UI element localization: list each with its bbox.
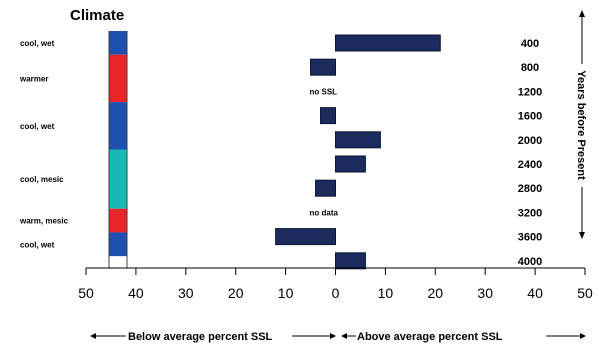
year-label: 3600 <box>518 232 542 244</box>
data-bar <box>320 107 336 125</box>
arrow-up-icon <box>579 10 585 17</box>
climate-band-layer <box>108 31 128 268</box>
year-label: 800 <box>521 62 539 74</box>
data-bar <box>275 228 336 246</box>
x-tick-label: 40 <box>527 285 543 301</box>
data-bar <box>335 34 441 52</box>
chart-title: Climate <box>70 7 124 24</box>
arrow-right-icon <box>330 333 336 339</box>
x-tick-label: 10 <box>378 285 394 301</box>
labels-layer: cool, wet warmer cool, wet cool, mesic warm,… <box>19 38 542 268</box>
arrow-left-icon <box>341 333 347 339</box>
data-bar <box>315 179 337 197</box>
x-tick-label: 20 <box>428 285 444 301</box>
data-bar <box>335 252 366 270</box>
climate-label: cool, wet <box>20 122 55 131</box>
year-label: 2000 <box>518 135 542 147</box>
below-average-label: Below average percent SSL <box>128 331 273 343</box>
x-axis: 50 40 30 20 10 0 10 20 30 40 50 Below average perce… <box>78 267 593 343</box>
y-axis: Years before Present <box>575 10 587 239</box>
climate-band-segment <box>109 31 127 55</box>
x-tick-label: 50 <box>577 285 593 301</box>
x-tick-label: 40 <box>128 285 144 301</box>
x-tick-label: 10 <box>278 285 294 301</box>
climate-label: cool, wet <box>20 39 55 48</box>
arrow-down-icon <box>579 232 585 239</box>
data-bar <box>335 131 381 149</box>
year-label: 1600 <box>518 111 542 123</box>
data-bar <box>310 58 336 76</box>
x-tick-label: 50 <box>78 285 94 301</box>
x-tick-label: 0 <box>332 285 340 301</box>
arrow-left-icon <box>90 333 96 339</box>
climate-band-segment <box>109 149 127 209</box>
x-tick-label: 20 <box>228 285 244 301</box>
bars-layer <box>275 34 441 270</box>
year-label: 2400 <box>518 159 542 171</box>
year-label: 1200 <box>518 86 542 98</box>
climate-label: cool, wet <box>20 240 55 249</box>
annotation-label: no data <box>310 208 339 217</box>
climate-band-segment <box>109 102 127 150</box>
years-before-present-label: Years before Present <box>575 70 587 180</box>
climate-band-segment <box>109 232 127 257</box>
annotation-label: no SSL <box>310 87 338 96</box>
climate-band-segment <box>109 208 127 233</box>
year-label: 4000 <box>518 256 542 268</box>
year-label: 400 <box>521 38 539 50</box>
year-label: 2800 <box>518 183 542 195</box>
climate-band-segment <box>109 54 127 103</box>
x-tick-label: 30 <box>477 285 493 301</box>
data-bar <box>335 155 366 173</box>
climate-label: warmer <box>19 74 48 83</box>
year-label: 3200 <box>518 207 542 219</box>
above-average-label: Above average percent SSL <box>357 331 503 343</box>
x-tick-label: 30 <box>178 285 194 301</box>
arrow-right-icon <box>580 333 586 339</box>
climate-label: cool, mesic <box>20 175 64 184</box>
climate-label: warm, mesic <box>19 217 69 226</box>
